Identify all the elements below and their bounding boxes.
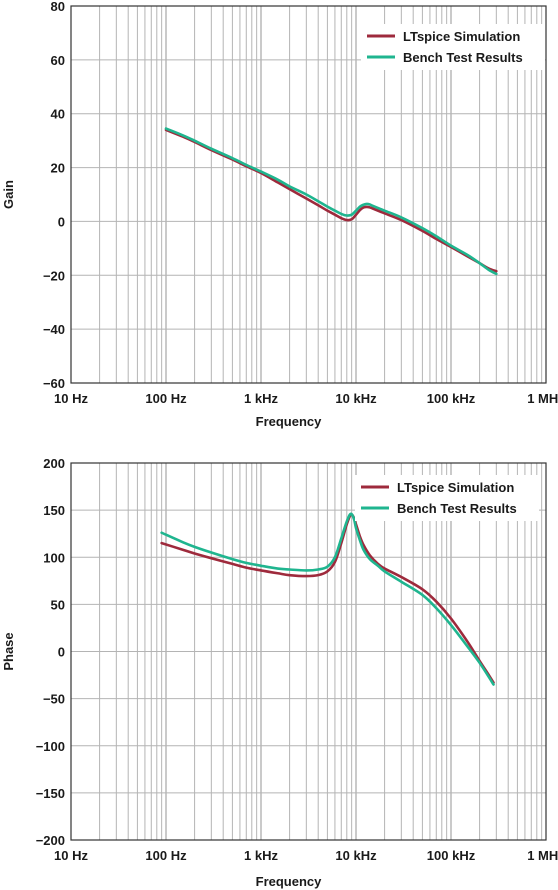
x-tick-label: 1 MHz (527, 391, 558, 406)
y-tick-label: −60 (43, 376, 65, 391)
y-tick-label: 0 (58, 645, 65, 660)
y-tick-label: −150 (36, 786, 65, 801)
legend: LTspice Simulation Bench Test Results (355, 475, 539, 521)
y-tick-label: −200 (36, 833, 65, 848)
y-tick-label: 60 (51, 53, 65, 68)
x-axis-label: Frequency (256, 874, 323, 889)
legend-label: LTspice Simulation (403, 29, 520, 44)
series-line-bench-test-results (160, 512, 495, 686)
x-tick-label: 10 kHz (335, 391, 377, 406)
x-tick-label: 100 kHz (427, 848, 476, 863)
x-tick-label: 1 kHz (244, 391, 278, 406)
legend: LTspice Simulation Bench Test Results (361, 24, 545, 70)
y-tick-label: 200 (43, 456, 65, 471)
x-tick-label: 1 MHz (527, 848, 558, 863)
y-tick-label: 80 (51, 0, 65, 14)
y-tick-label: −100 (36, 739, 65, 754)
y-tick-label: −40 (43, 322, 65, 337)
legend-label: Bench Test Results (403, 50, 523, 65)
y-tick-label: 40 (51, 107, 65, 122)
y-tick-label: −20 (43, 268, 65, 283)
x-tick-label: 1 kHz (244, 848, 278, 863)
legend-background (361, 24, 545, 70)
legend-label: LTspice Simulation (397, 480, 514, 495)
y-tick-label: −50 (43, 692, 65, 707)
x-tick-label: 100 Hz (145, 391, 187, 406)
x-tick-label: 100 kHz (427, 391, 476, 406)
x-tick-label: 100 Hz (145, 848, 187, 863)
x-tick-label: 10 Hz (54, 391, 88, 406)
x-axis-label: Frequency (256, 414, 323, 429)
x-tick-label: 10 kHz (335, 848, 377, 863)
y-tick-label: 20 (51, 161, 65, 176)
y-tick-label: 100 (43, 550, 65, 565)
x-tick-label: 10 Hz (54, 848, 88, 863)
legend-background (355, 475, 539, 521)
y-tick-label: 0 (58, 214, 65, 229)
y-axis-label: Gain (1, 180, 16, 209)
series-line-bench-test-results (164, 127, 498, 276)
y-tick-label: 150 (43, 503, 65, 518)
plot-frame (70, 5, 547, 384)
y-axis-label: Phase (1, 632, 16, 670)
plot-frame (70, 462, 547, 841)
y-tick-label: 50 (51, 597, 65, 612)
legend-label: Bench Test Results (397, 501, 517, 516)
